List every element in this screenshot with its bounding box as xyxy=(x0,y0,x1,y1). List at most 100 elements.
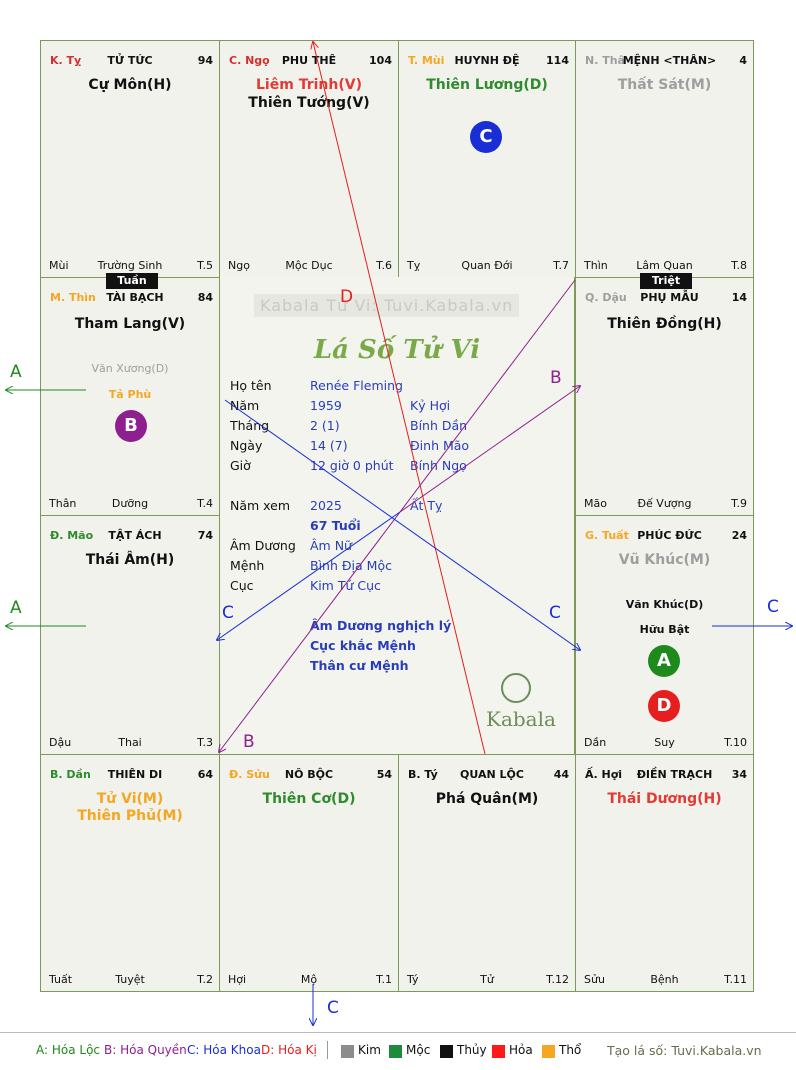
info-extra: Kỷ Hợi xyxy=(410,398,451,413)
palace-number: 24 xyxy=(731,529,747,542)
palace-name: TẬT ÁCH xyxy=(108,529,162,542)
palace-number: 104 xyxy=(369,54,392,67)
info-value: 12 giờ 0 phút xyxy=(310,458,394,473)
palace-menh[interactable]: N. Thâ MỆNH <THÂN> 4 Thất Sát(M) Thìn Lâ… xyxy=(575,40,754,278)
palace-number: 94 xyxy=(197,54,213,67)
can-chi: B. Tý xyxy=(408,768,438,781)
minor-star: Tả Phù xyxy=(108,388,152,401)
minor-star: Văn Khúc(D) xyxy=(625,598,704,611)
palace-phuc-duc[interactable]: G. Tuất PHÚC ĐỨC 24 Vũ Khúc(M) Văn Khúc(… xyxy=(575,515,754,755)
info-value: 67 Tuổi xyxy=(310,518,361,533)
info-label: Năm xyxy=(230,398,260,413)
can-chi: Ấ. Hợi xyxy=(585,768,623,781)
site-link[interactable]: Tạo lá số: Tuvi.Kabala.vn xyxy=(607,1043,762,1058)
palace-number: 4 xyxy=(739,54,747,67)
brand-name: Kabala xyxy=(486,707,556,731)
triet-tag: Triệt xyxy=(640,273,692,289)
palace-dien-trach[interactable]: Ấ. Hợi ĐIỀN TRẠCH 34 Thái Dương(H) Sửu B… xyxy=(575,754,754,992)
legend-hoa-khoa: C: Hóa Khoa xyxy=(187,1043,261,1057)
info-value: 14 (7) xyxy=(310,438,348,453)
t-index: T.3 xyxy=(197,736,213,749)
main-star: Vũ Khúc(M) xyxy=(618,552,711,568)
palace-no-boc[interactable]: Đ. Sửu NÔ BỘC 54 Thiên Cơ(D) Hợi Mộ T.1 xyxy=(219,754,399,992)
swatch-hoa xyxy=(492,1045,505,1058)
palace-tat-ach[interactable]: Đ. Mão TẬT ÁCH 74 Thái Âm(H) Dậu Thai T.… xyxy=(40,515,220,755)
main-star: Phá Quân(M) xyxy=(435,791,539,807)
can-chi: Đ. Mão xyxy=(50,529,94,542)
phase: Thai xyxy=(118,736,142,749)
arrow-label-c: C xyxy=(222,603,234,623)
can-chi: Đ. Sửu xyxy=(229,768,270,781)
legend-tho: Thổ xyxy=(559,1043,582,1057)
legend-kim: Kim xyxy=(358,1043,381,1057)
can-chi: B. Dần xyxy=(50,768,91,781)
palace-number: 34 xyxy=(731,768,747,781)
main-star: Thiên Phủ(M) xyxy=(77,808,183,824)
palace-tu-tuc[interactable]: K. Tỵ TỬ TỨC 94 Cự Môn(H) Mùi Trường Sin… xyxy=(40,40,220,278)
t-index: T.5 xyxy=(197,259,213,272)
watermark: Kabala Tử Vi: Tuvi.Kabala.vn xyxy=(254,294,520,317)
palace-name: PHỤ MẪU xyxy=(640,291,699,304)
palace-huynh-de[interactable]: T. Mùi HUYNH ĐỆ 114 Thiên Lương(D) C Tỵ … xyxy=(398,40,576,278)
phase: Đế Vượng xyxy=(637,497,692,510)
arrow-label-a: A xyxy=(10,362,22,382)
info-label: Cục xyxy=(230,578,254,593)
main-star: Liêm Trinh(V) xyxy=(256,77,362,93)
palace-quan-loc[interactable]: B. Tý QUAN LỘC 44 Phá Quân(M) Tý Tử T.12 xyxy=(398,754,576,992)
palace-number: 84 xyxy=(197,291,213,304)
phase: Bệnh xyxy=(650,973,679,986)
phase: Dưỡng xyxy=(111,497,149,510)
t-index: T.2 xyxy=(197,973,213,986)
branch: Ngọ xyxy=(228,259,250,272)
main-star: Thiên Đồng(H) xyxy=(607,316,722,332)
info-label: Âm Dương xyxy=(230,538,296,553)
info-label: Mệnh xyxy=(230,558,265,573)
info-value: 2 (1) xyxy=(310,418,340,433)
palace-name: PHÚC ĐỨC xyxy=(637,529,702,542)
marker-d: D xyxy=(648,690,680,722)
phase: Trường Sinh xyxy=(97,259,163,272)
palace-name: NÔ BỘC xyxy=(284,768,334,781)
arrow-label-a: A xyxy=(10,598,22,618)
palace-phu-the[interactable]: C. Ngọ PHU THÊ 104 Liêm Trinh(V) Thiên T… xyxy=(219,40,399,278)
legend-hoa-quyen: B: Hóa Quyền xyxy=(104,1043,187,1057)
phase: Lâm Quan xyxy=(636,259,693,272)
branch: Tý xyxy=(407,973,419,986)
palace-name: THIÊN DI xyxy=(107,768,163,781)
branch: Thìn xyxy=(584,259,608,272)
info-value: Renée Fleming xyxy=(310,378,403,393)
palace-number: 14 xyxy=(731,291,747,304)
main-star: Thái Âm(H) xyxy=(85,552,175,568)
info-label: Họ tên xyxy=(230,378,272,393)
arrow-label-b: B xyxy=(243,732,255,752)
branch: Sửu xyxy=(584,973,605,986)
t-index: T.8 xyxy=(731,259,747,272)
legend-moc: Mộc xyxy=(406,1043,431,1057)
main-star: Thiên Lương(D) xyxy=(426,77,548,93)
info-label: Ngày xyxy=(230,438,263,453)
can-chi: Q. Dậu xyxy=(585,291,627,304)
phase: Quan Đới xyxy=(461,259,513,272)
palace-number: 74 xyxy=(197,529,213,542)
info-extra: Bính Ngọ xyxy=(410,458,467,473)
phase: Suy xyxy=(654,736,675,749)
phase: Tuyệt xyxy=(115,973,145,986)
palace-tai-bach[interactable]: M. Thìn TÀI BẠCH 84 Tham Lang(V) Văn Xươ… xyxy=(40,277,220,516)
branch: Dậu xyxy=(49,736,72,749)
branch: Mùi xyxy=(49,259,69,272)
palace-phu-mau[interactable]: Q. Dậu PHỤ MẪU 14 Thiên Đồng(H) Mão Đế V… xyxy=(575,277,754,516)
palace-name: MỆNH <THÂN> xyxy=(622,54,717,67)
palace-name: QUAN LỘC xyxy=(460,768,524,781)
arrow-label-b: B xyxy=(550,368,562,388)
palace-thien-di[interactable]: B. Dần THIÊN DI 64 Tử Vi(M) Thiên Phủ(M)… xyxy=(40,754,220,992)
info-value: Bình Địa Mộc xyxy=(310,558,392,573)
can-chi: N. Thâ xyxy=(585,54,625,67)
can-chi: C. Ngọ xyxy=(229,54,270,67)
palace-number: 64 xyxy=(197,768,213,781)
branch: Dần xyxy=(584,736,607,749)
phase: Mộc Dục xyxy=(285,259,333,272)
info-extra: Ất Tỵ xyxy=(410,498,443,513)
arrow-label-d: D xyxy=(340,287,354,307)
main-star: Thái Dương(H) xyxy=(607,791,722,807)
center-info-panel: Kabala Tử Vi: Tuvi.Kabala.vn Lá Số Tử Vi… xyxy=(219,277,575,754)
